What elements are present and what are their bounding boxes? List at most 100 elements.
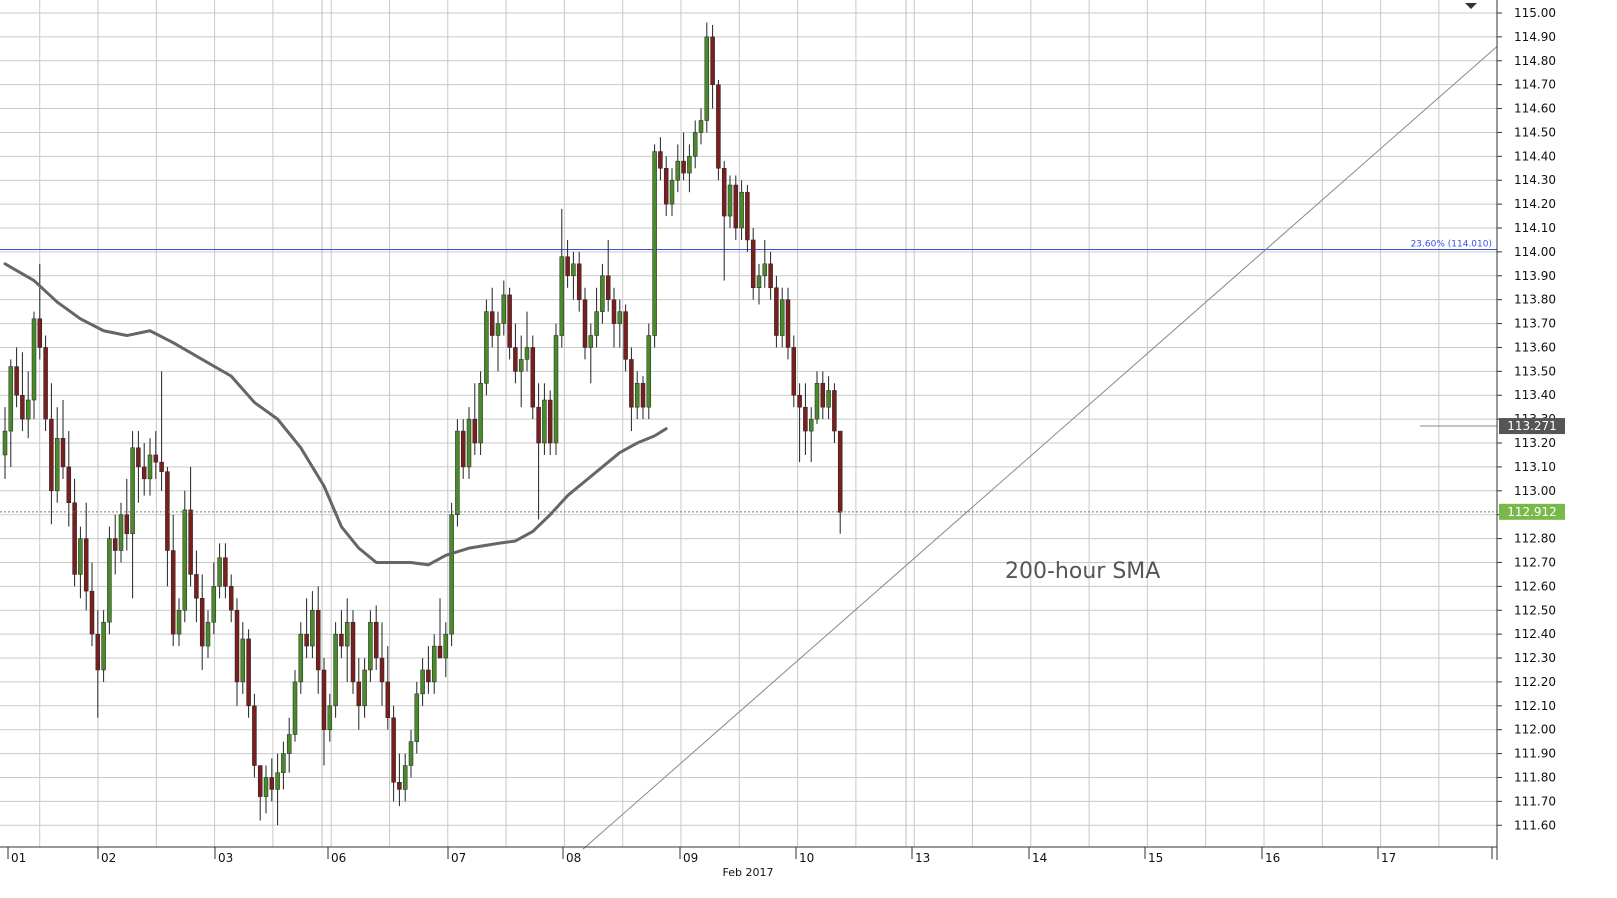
candle — [553, 323, 559, 455]
candle-body — [449, 514, 454, 635]
candle-body — [571, 263, 576, 277]
candle-body — [495, 323, 501, 336]
candle — [344, 598, 350, 682]
y-tick-label: 111.80 — [1514, 770, 1556, 784]
candle-body — [489, 311, 495, 336]
candle-body — [600, 275, 605, 312]
candle-body — [623, 311, 628, 360]
candle-body — [402, 765, 408, 790]
candle — [217, 543, 222, 599]
candle — [449, 502, 454, 647]
candle-body — [165, 471, 170, 551]
candle — [762, 239, 768, 288]
candle — [257, 765, 263, 821]
sma-line — [3, 262, 668, 567]
candle-body — [217, 557, 222, 587]
candle — [199, 574, 205, 670]
candle-body — [373, 621, 379, 659]
candle — [298, 622, 304, 694]
candle — [327, 693, 333, 742]
candle-body — [478, 383, 483, 444]
candle-body — [397, 782, 402, 790]
candle — [72, 478, 77, 587]
candle-body — [72, 502, 77, 575]
candle — [716, 79, 721, 181]
candle-body — [808, 418, 814, 432]
candle — [501, 280, 507, 336]
y-tick-label: 114.90 — [1514, 30, 1556, 44]
y-tick-label: 113.10 — [1514, 460, 1556, 474]
y-tick-label: 112.30 — [1514, 651, 1556, 665]
candle-body — [837, 430, 843, 513]
candle-body — [182, 509, 188, 611]
x-tick-label: 07 — [451, 851, 466, 865]
candle — [31, 311, 37, 420]
candle — [808, 407, 814, 463]
candle — [588, 323, 594, 384]
candle-body — [211, 586, 217, 623]
candle-body — [234, 610, 240, 683]
candle — [373, 605, 379, 670]
candle-body — [257, 765, 263, 797]
y-tick-label: 112.70 — [1514, 555, 1556, 569]
month-label: Feb 2017 — [723, 866, 774, 879]
candle — [739, 180, 744, 240]
candle — [675, 144, 681, 193]
candle-body — [803, 406, 808, 432]
candle — [756, 263, 762, 305]
candle — [414, 681, 420, 754]
candle — [797, 383, 802, 463]
candle — [60, 400, 66, 479]
marker-price-tag — [1499, 418, 1565, 435]
candle — [78, 526, 83, 599]
candle-body — [205, 621, 211, 647]
candle-body — [745, 191, 750, 241]
candle-body — [20, 394, 25, 420]
candle-body — [617, 311, 623, 324]
candle-body — [66, 466, 72, 503]
candle-body — [663, 168, 669, 205]
candle — [617, 299, 623, 348]
candle-body — [559, 256, 565, 336]
candle-body — [310, 610, 315, 647]
candle-body — [443, 633, 449, 659]
candle-body — [472, 418, 478, 444]
candle-body — [112, 538, 118, 551]
candle-body — [37, 318, 43, 348]
candle — [211, 562, 217, 635]
candle — [49, 383, 54, 525]
candle — [89, 562, 95, 647]
candle — [536, 383, 541, 520]
x-tick-label: 17 — [1381, 851, 1396, 865]
candle-body — [611, 299, 617, 324]
scroll-down-arrow-icon[interactable] — [1465, 3, 1477, 9]
candle-body — [188, 509, 193, 575]
candle — [356, 658, 362, 730]
candle — [107, 526, 112, 635]
candle — [634, 371, 640, 420]
candle — [333, 622, 338, 718]
candle-body — [687, 156, 692, 174]
candle — [518, 335, 524, 408]
candle-body — [826, 390, 831, 408]
candle-body — [153, 454, 159, 463]
candle — [228, 574, 234, 623]
candle-body — [704, 36, 710, 121]
candle-body — [54, 437, 60, 492]
candle-body — [669, 179, 675, 205]
candle-body — [362, 669, 367, 707]
candle — [130, 431, 135, 599]
current-price-tag-label: 112.912 — [1507, 505, 1557, 519]
candle — [170, 514, 176, 647]
candle-body — [484, 311, 489, 384]
candle — [223, 543, 228, 599]
x-tick-label: 14 — [1032, 851, 1047, 865]
candle — [600, 263, 605, 324]
x-tick-label: 16 — [1265, 851, 1280, 865]
y-tick-label: 114.50 — [1514, 125, 1556, 139]
price-tags: 113.271 112.912 — [1499, 418, 1565, 520]
candle-body — [582, 299, 588, 348]
candle — [443, 622, 449, 678]
y-tick-label: 114.00 — [1514, 245, 1556, 259]
